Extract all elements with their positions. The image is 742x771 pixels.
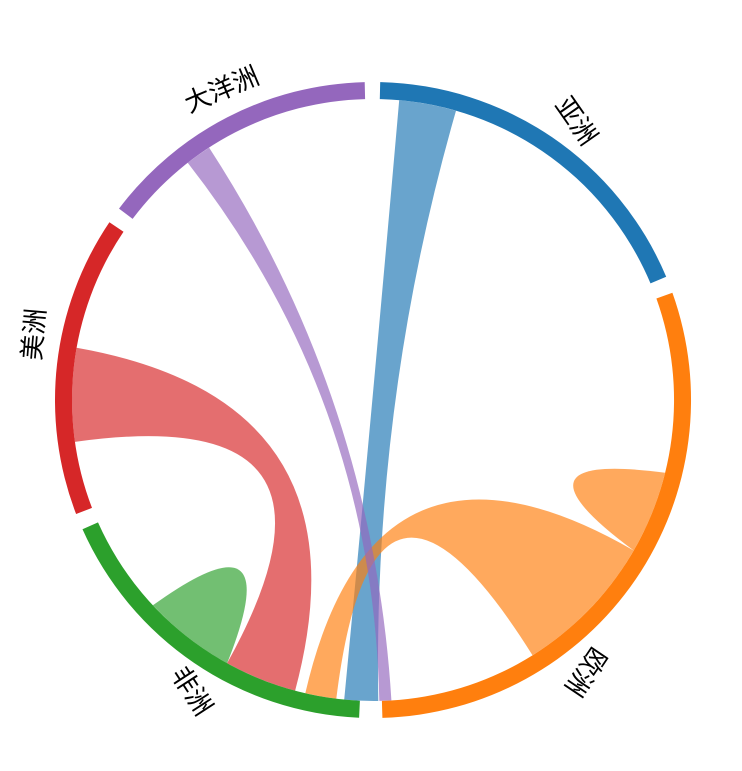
ribbon-5 [71, 347, 312, 691]
group-label-4: 美洲 [18, 307, 52, 361]
group-arcs [54, 82, 692, 718]
ribbon-1 [344, 100, 456, 702]
group-arc-4 [54, 222, 124, 514]
ribbon-4 [152, 567, 247, 664]
ribbon-3 [305, 499, 634, 699]
group-arc-3 [82, 522, 360, 718]
ribbon-2 [573, 468, 666, 551]
group-arc-1 [379, 82, 667, 284]
ribbons [71, 100, 666, 702]
group-arc-5 [119, 82, 366, 219]
